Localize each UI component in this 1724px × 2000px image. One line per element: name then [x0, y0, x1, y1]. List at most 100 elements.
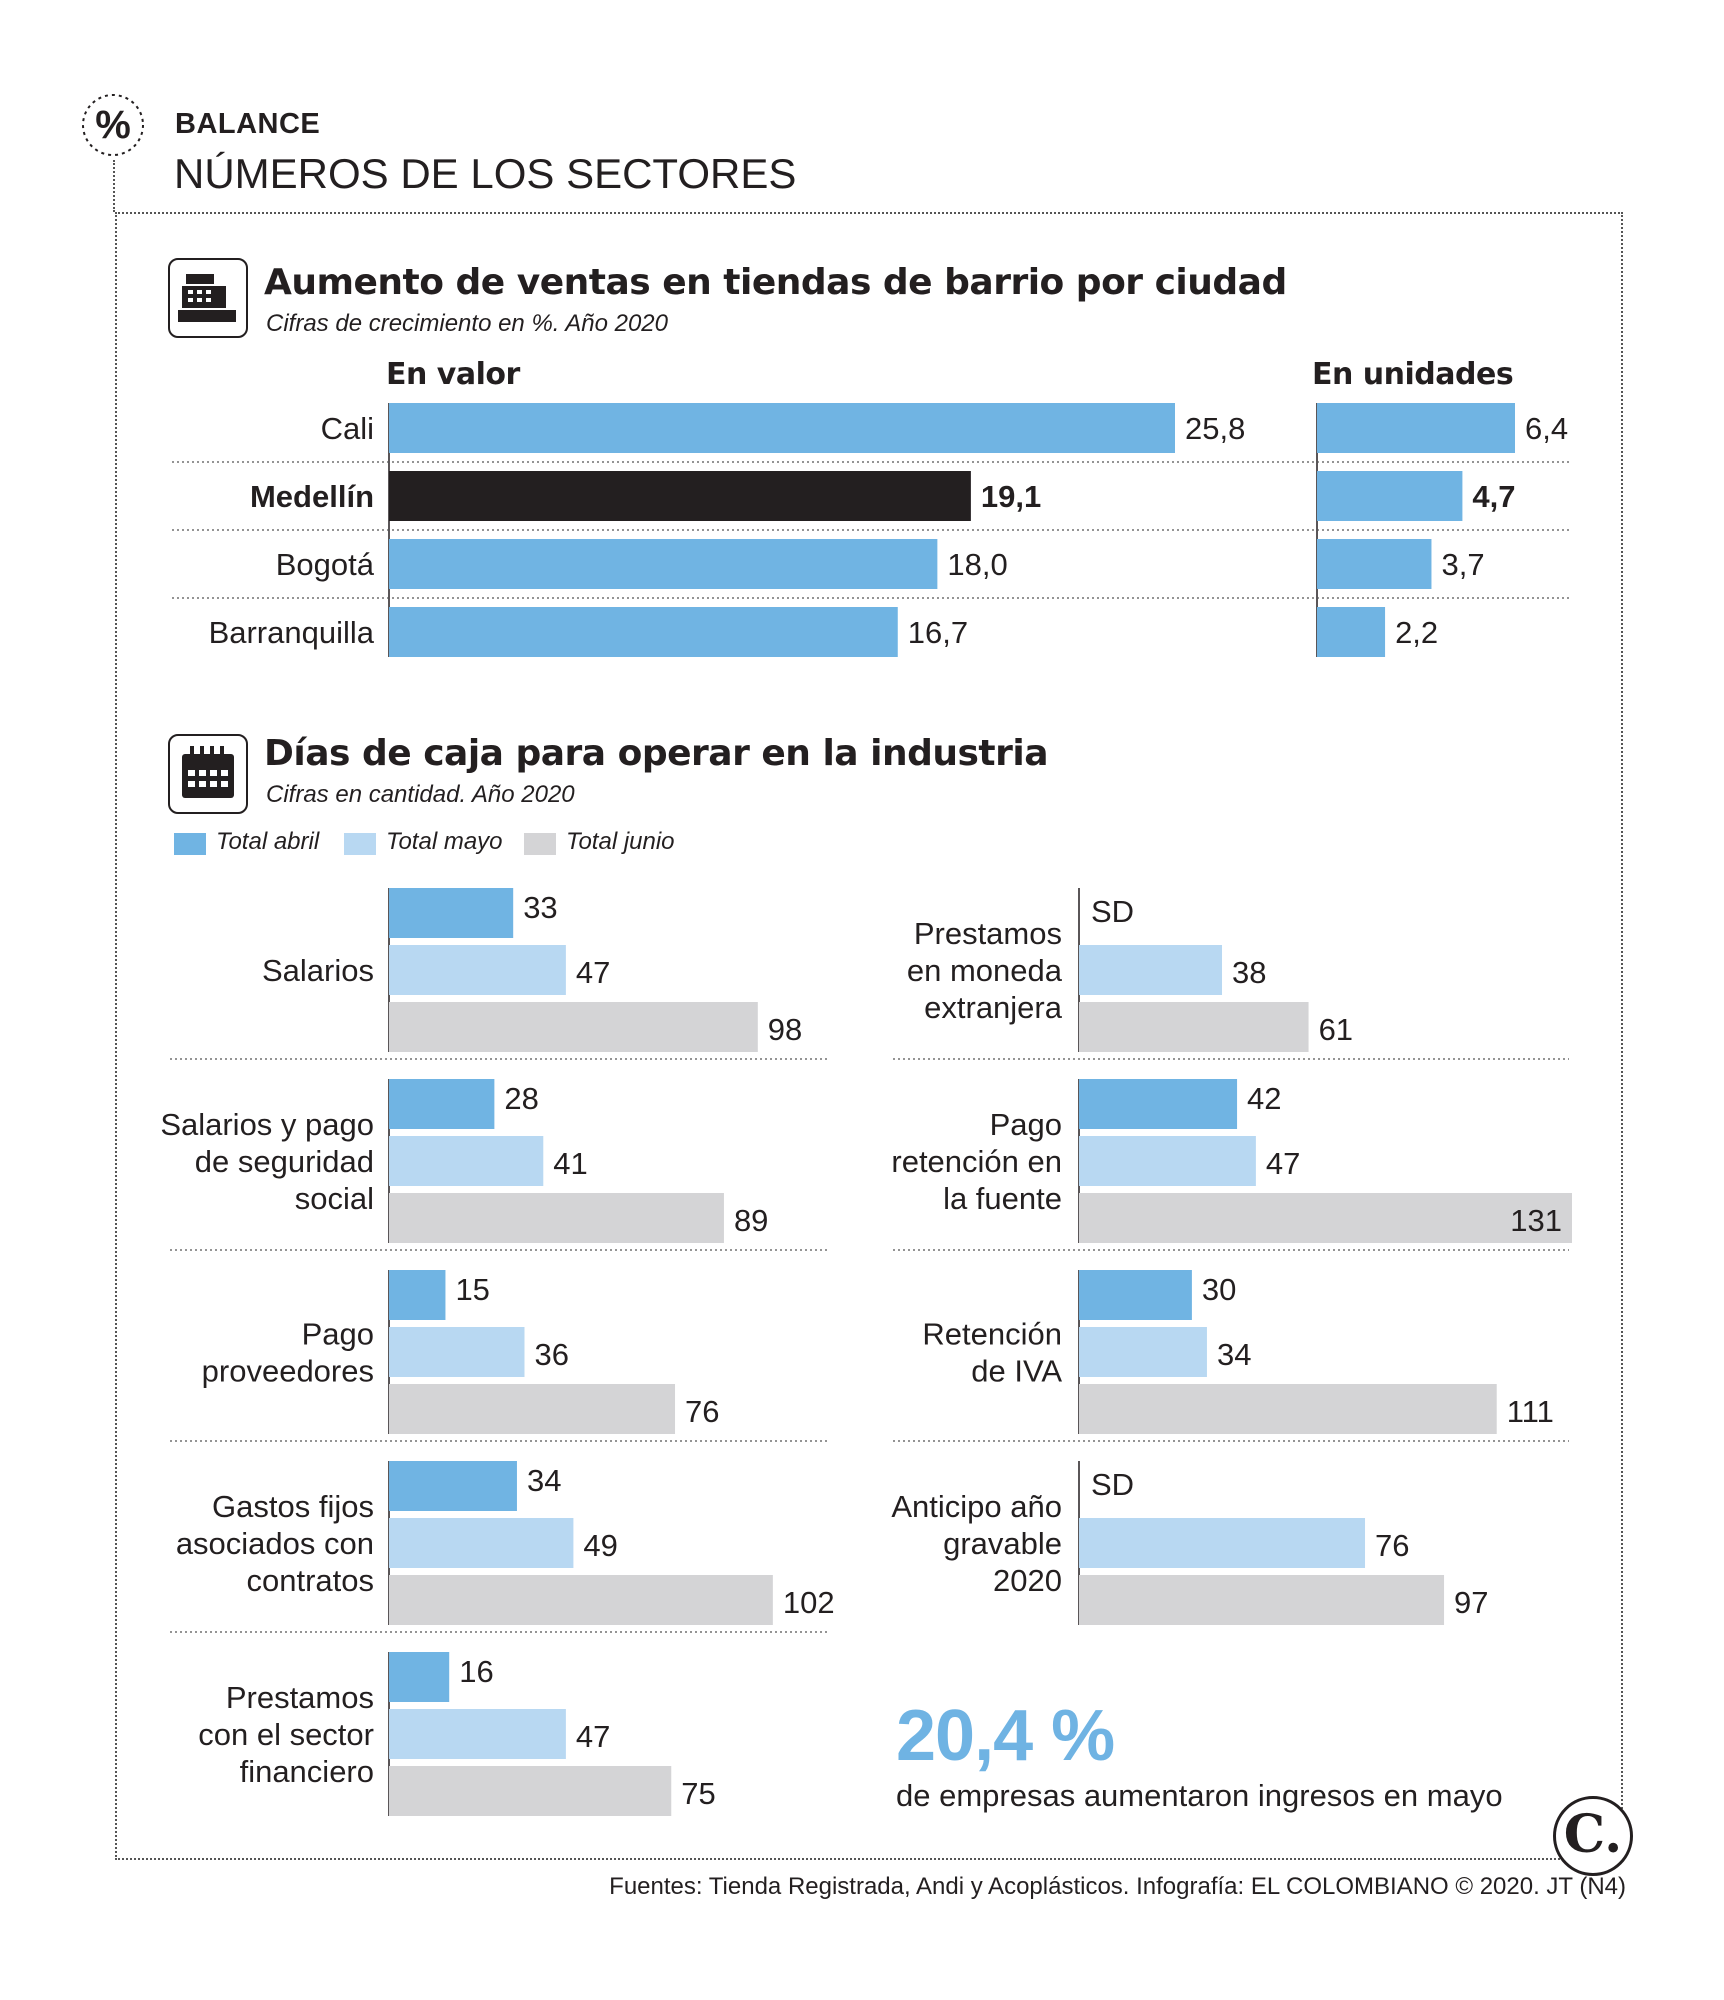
valor-value-label: 19,1 — [981, 479, 1041, 514]
day-bar-junio — [1079, 1384, 1497, 1434]
value-label: 15 — [455, 1272, 489, 1307]
el-colombiano-logo: C. — [1553, 1796, 1633, 1876]
section2-subtitle: Cifras en cantidad. Año 2020 — [266, 781, 575, 808]
day-bar-abril — [389, 888, 514, 938]
kicker: BALANCE — [175, 108, 321, 140]
category-label: Pago — [990, 1107, 1062, 1142]
value-label: 98 — [768, 1012, 802, 1047]
day-bar-abril — [1079, 1270, 1192, 1320]
city-label: Bogotá — [276, 547, 375, 582]
category-label: con el sector — [198, 1717, 374, 1752]
category-label: extranjera — [924, 990, 1063, 1025]
value-label: 102 — [783, 1585, 835, 1620]
category-label: 2020 — [993, 1563, 1062, 1598]
day-bar-mayo — [1079, 945, 1223, 995]
day-bar-abril — [389, 1461, 517, 1511]
value-label: 47 — [576, 955, 610, 990]
category-label: Salarios — [262, 953, 374, 988]
value-label: 49 — [583, 1528, 617, 1563]
day-bar-junio — [1079, 1193, 1572, 1243]
page-title: NÚMEROS DE LOS SECTORES — [174, 150, 797, 197]
category-label: financiero — [240, 1754, 374, 1789]
category-label: Prestamos — [914, 916, 1062, 951]
category-label: asociados con — [176, 1526, 374, 1561]
column-header-valor: En valor — [386, 357, 520, 392]
legend-swatch-mayo — [344, 833, 376, 855]
valor-value-label: 25,8 — [1185, 411, 1245, 446]
valor-value-label: 16,7 — [908, 615, 968, 650]
day-bar-junio — [389, 1002, 758, 1052]
category-label: retención en — [891, 1144, 1062, 1179]
value-label: 30 — [1202, 1272, 1236, 1307]
unidades-bar — [1317, 471, 1463, 521]
unidades-bar — [1317, 607, 1386, 657]
legend-label-junio: Total junio — [566, 828, 675, 855]
category-label: Gastos fijos — [212, 1489, 374, 1524]
day-bar-mayo — [1079, 1136, 1256, 1186]
unidades-value-label: 4,7 — [1472, 479, 1515, 514]
frame-connector — [113, 160, 121, 212]
value-label: 89 — [734, 1203, 768, 1238]
day-bar-abril — [389, 1652, 450, 1702]
value-label: 76 — [1375, 1528, 1409, 1563]
section2-title: Días de caja para operar en la industria — [264, 733, 1049, 774]
category-label: Pago — [302, 1317, 374, 1352]
valor-value-label: 18,0 — [947, 547, 1007, 582]
legend-swatch-junio — [524, 833, 556, 855]
day-bar-junio — [1079, 1575, 1445, 1625]
value-label: 34 — [527, 1463, 561, 1498]
category-label: en moneda — [907, 953, 1063, 988]
category-label: contratos — [246, 1563, 374, 1598]
cash-register-icon — [168, 258, 248, 338]
day-bar-mayo — [389, 945, 566, 995]
valor-bar — [389, 403, 1175, 453]
valor-bar — [389, 539, 938, 589]
category-label: Salarios y pago — [160, 1107, 374, 1142]
category-label: de seguridad — [195, 1144, 374, 1179]
svg-text:%: % — [95, 103, 131, 147]
day-bar-abril — [389, 1079, 495, 1129]
value-label: 97 — [1454, 1585, 1488, 1620]
value-label: 36 — [534, 1337, 568, 1372]
day-bar-junio — [1079, 1002, 1309, 1052]
value-label-sd: SD — [1091, 894, 1134, 929]
legend-label-abril: Total abril — [216, 828, 320, 855]
day-bar-mayo — [389, 1518, 574, 1568]
city-label: Medellín — [250, 479, 374, 514]
value-label-sd: SD — [1091, 1467, 1134, 1502]
section1-title: Aumento de ventas en tiendas de barrio p… — [264, 262, 1287, 303]
value-label: 111 — [1507, 1394, 1554, 1429]
category-label: de IVA — [971, 1354, 1062, 1389]
value-label: 76 — [685, 1394, 719, 1429]
valor-bar — [389, 607, 898, 657]
day-bar-mayo — [1079, 1327, 1207, 1377]
unidades-value-label: 3,7 — [1441, 547, 1484, 582]
day-bar-mayo — [1079, 1518, 1366, 1568]
day-bar-abril — [1079, 1079, 1238, 1129]
day-bar-junio — [389, 1766, 672, 1816]
category-label: proveedores — [202, 1354, 374, 1389]
unidades-bar — [1317, 539, 1432, 589]
value-label: 28 — [504, 1081, 538, 1116]
value-label: 38 — [1232, 955, 1266, 990]
value-label: 61 — [1319, 1012, 1353, 1047]
value-label: 33 — [523, 890, 557, 925]
sales-growth-chart: Cali 25,8 6,4 Medellín 19,1 4,7 Bogotá 18,0 3,7 B… — [172, 403, 1569, 657]
category-label: Prestamos — [226, 1680, 374, 1715]
value-label: 34 — [1217, 1337, 1251, 1372]
value-label: 47 — [576, 1719, 610, 1754]
value-label: 42 — [1247, 1081, 1281, 1116]
legend-label-mayo: Total mayo — [386, 828, 503, 855]
category-label: Retención — [922, 1317, 1062, 1352]
city-label: Barranquilla — [209, 615, 375, 650]
unidades-bar — [1317, 403, 1515, 453]
category-label: gravable — [943, 1526, 1062, 1561]
valor-bar — [389, 471, 971, 521]
day-bar-mayo — [389, 1136, 544, 1186]
highlight-stat-value: 20,4 % — [896, 1696, 1115, 1776]
value-label: 75 — [681, 1776, 715, 1811]
content-frame — [115, 212, 1623, 1860]
city-label: Cali — [321, 411, 374, 446]
unidades-value-label: 6,4 — [1525, 411, 1568, 446]
